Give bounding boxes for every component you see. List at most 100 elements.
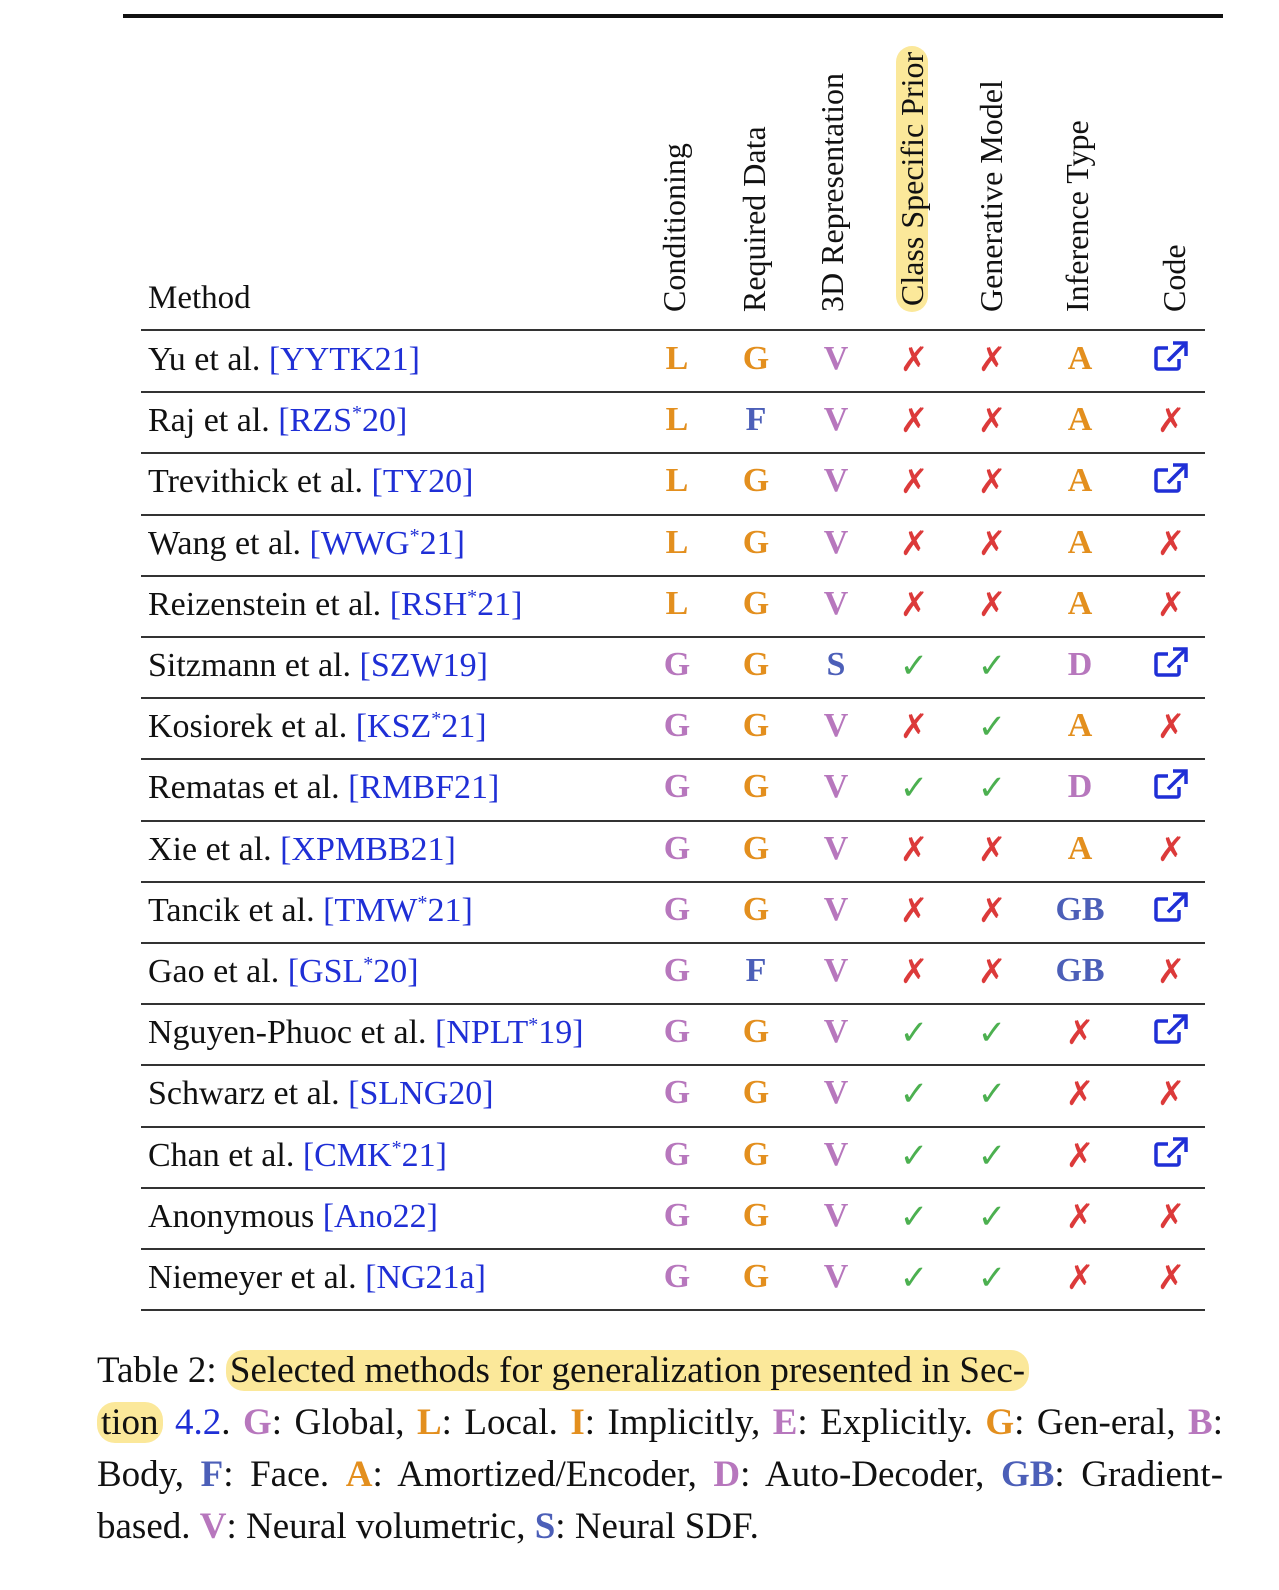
table-cell: ✗ [1065,1137,1095,1175]
table-row: Gao et al. [GSL*20] G F V ✗ ✗ GB ✗ [0,943,1279,1004]
table-cell: A [1067,340,1093,377]
legend-text: : Amortized/Encoder, [372,1454,714,1495]
citation-link[interactable]: [RZS*20] [278,402,408,440]
code-link-icon[interactable] [1131,768,1211,809]
code-link-icon[interactable] [1131,340,1211,381]
table-cell: L [665,523,689,561]
table-cell: ✗ [899,342,929,379]
citation-link[interactable]: [TY20] [371,463,474,501]
table-cell: G [663,646,691,683]
table-cell: V [823,462,849,500]
column-header-generative-model: Generative Model [973,80,1009,312]
citation-link[interactable]: [WWG*21] [309,524,465,562]
method-author: Anonymous [148,1197,323,1235]
legend-key: A [345,1454,373,1495]
legend-key: GB [1000,1454,1055,1495]
legend-key: G [243,1402,272,1443]
table-cell: ✓ [899,1137,929,1175]
table-cell: G [742,1074,770,1112]
table-cell: G [663,1074,691,1112]
legend-key: L [416,1402,442,1443]
method-cell: Gao et al. [GSL*20] [148,953,419,991]
row-rule [141,942,1205,944]
code-unavailable-mark: ✗ [1156,525,1186,563]
code-link-icon[interactable] [1131,1013,1211,1054]
table-caption: Table 2: Selected methods for generaliza… [97,1345,1223,1553]
row-rule [141,1003,1205,1006]
legend-text: : Body, [97,1402,1224,1495]
table-cell: G [742,1196,770,1234]
column-header-inference-type: Inference Type [1059,120,1095,312]
citation-link[interactable]: [Ano22] [322,1197,438,1235]
method-cell: Raj et al. [RZS*20] [148,402,407,440]
table-cell: G [742,1258,770,1295]
table-cell: V [823,768,849,806]
table-cell: V [823,523,849,561]
table-cell: F [745,952,767,989]
code-unavailable-mark: ✗ [1156,1260,1186,1297]
legend-key: E [772,1402,798,1443]
table-row: Xie et al. [XPMBB21] G G V ✗ ✗ A ✗ [0,821,1279,882]
legend-text: : Gradient-based. [97,1454,1224,1547]
citation-link[interactable]: [NG21a] [365,1259,486,1296]
table-cell: G [663,1135,691,1173]
table-cell: L [665,584,689,622]
legend-text: : Local. [441,1402,571,1443]
method-cell: Tancik et al. [TMW*21] [148,892,473,930]
table-cell: ✗ [899,709,929,747]
method-cell: Rematas et al. [RMBF21] [148,769,499,807]
table-cell: ✓ [977,648,1007,685]
citation-link[interactable]: [KSZ*21] [355,708,487,746]
row-rule [141,697,1205,700]
table-row: Reizenstein et al. [RSH*21] L G V ✗ ✗ A ✗ [0,576,1279,637]
citation-link[interactable]: [CMK*21] [302,1136,447,1174]
table-cell: ✗ [899,464,929,502]
table-row: Chan et al. [CMK*21] G G V ✓ ✓ ✗ [0,1127,1279,1188]
code-unavailable-mark: ✗ [1156,1076,1186,1114]
row-rule [141,1125,1205,1128]
citation-link[interactable]: [RMBF21] [348,769,500,807]
method-cell: Nguyen-Phuoc et al. [NPLT*19] [148,1014,584,1052]
table-cell: L [665,462,689,500]
table-row: Nguyen-Phuoc et al. [NPLT*19] G G V ✓ ✓ ✗ [0,1004,1279,1065]
table-cell: ✗ [977,342,1007,379]
code-link-icon[interactable] [1131,646,1211,687]
table-cell: A [1067,523,1093,561]
table-cell: V [823,952,849,989]
citation-link[interactable]: [SZW19] [359,647,488,684]
table-cell: ✓ [977,709,1007,747]
table-cell: A [1067,584,1093,622]
citation-link[interactable]: [XPMBB21] [280,830,456,868]
legend-key: S [534,1506,556,1547]
header-rule [141,329,1205,331]
code-link-icon[interactable] [1131,1136,1211,1177]
table-cell: ✓ [977,1015,1007,1053]
table-cell: V [823,829,849,867]
row-rule [141,636,1205,638]
table-row: Trevithick et al. [TY20] L G V ✗ ✗ A [0,453,1279,514]
table-cell: G [663,890,691,928]
citation-link[interactable]: [RSH*21] [389,585,523,623]
row-rule [141,1064,1205,1067]
column-header-code: Code [1156,244,1192,312]
method-author: Rematas et al. [148,769,349,807]
citation-link[interactable]: [GSL*20] [287,953,419,990]
citation-link[interactable]: [NPLT*19] [435,1014,584,1052]
section-ref-link[interactable]: 4.2 [175,1402,222,1443]
table-cell: ✓ [977,770,1007,808]
table-cell: L [665,340,689,377]
method-author: Kosiorek et al. [148,708,356,746]
method-author: Chan et al. [148,1136,303,1174]
citation-link[interactable]: [YYTK21] [268,341,420,378]
citation-link[interactable]: [TMW*21] [323,891,473,929]
legend-text: : Auto-Decoder, [740,1454,1001,1495]
code-link-icon[interactable] [1131,462,1211,503]
table-cell: V [823,1258,849,1295]
method-cell: Sitzmann et al. [SZW19] [148,647,488,685]
table-cell: G [742,768,770,806]
table-row: Niemeyer et al. [NG21a] G G V ✓ ✓ ✗ ✗ [0,1249,1279,1310]
citation-link[interactable]: [SLNG20] [348,1075,494,1113]
code-link-icon[interactable] [1131,891,1211,932]
table-cell: ✓ [977,1137,1007,1175]
table-row: Wang et al. [WWG*21] L G V ✗ ✗ A ✗ [0,515,1279,576]
